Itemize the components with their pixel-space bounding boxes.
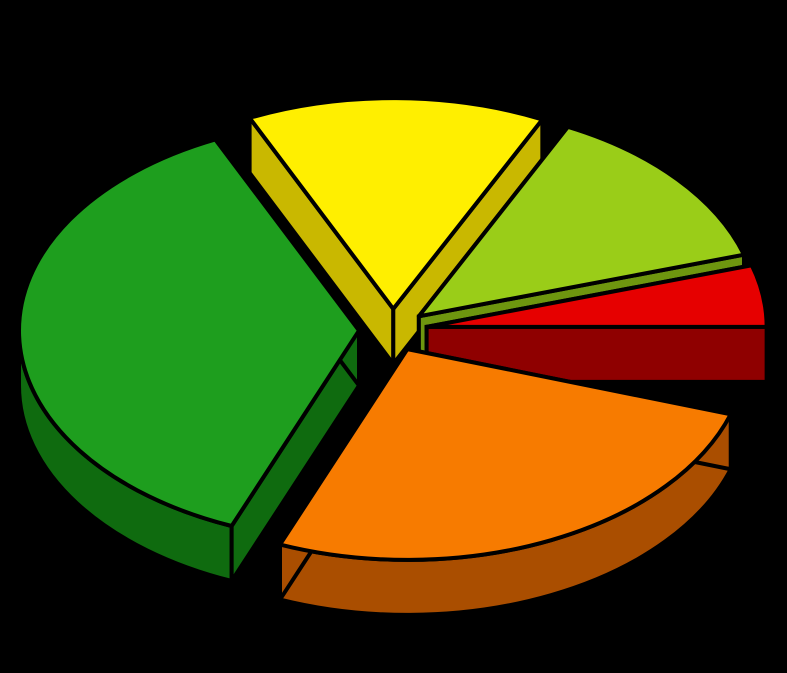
pie-chart-3d — [0, 0, 787, 673]
